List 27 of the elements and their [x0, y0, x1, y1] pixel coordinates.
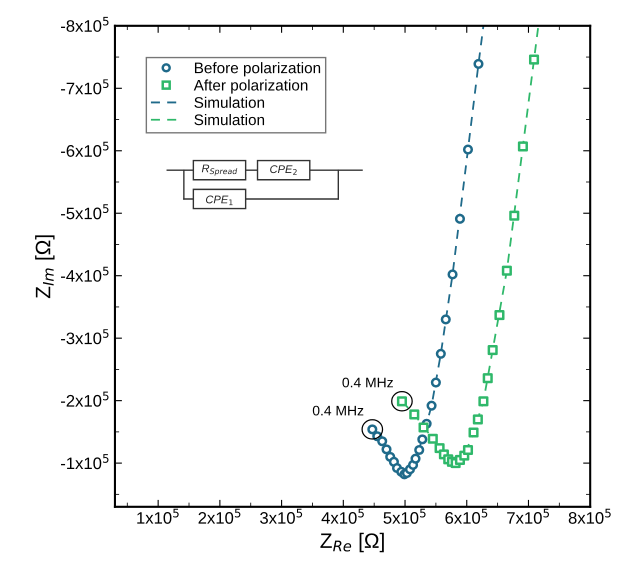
- x-axis-title: Z$_{Re}$ [Ω]: [320, 532, 384, 552]
- legend-label: Simulation: [194, 114, 264, 126]
- y-tick-label: -5x10$^{5}$: [60, 204, 109, 220]
- y-tick-label: -7x10$^{5}$: [60, 79, 109, 94]
- annotation: CPE$_{2}$: [270, 165, 297, 175]
- x-tick-label: 6x10$^{5}$: [445, 508, 488, 524]
- x-tick-label: 7x10$^{5}$: [507, 508, 550, 524]
- x-tick-label: 4x10$^{5}$: [322, 508, 364, 524]
- annotation: R$_{Spread}$: [202, 164, 238, 176]
- annotation: CPE$_{1}$: [206, 196, 233, 206]
- legend-label: Before polarization: [194, 62, 320, 76]
- y-tick-label: -2x10$^{5}$: [60, 392, 109, 407]
- y-tick-label: -8x10$^{5}$: [60, 16, 109, 32]
- y-tick-label: -1x10$^{5}$: [60, 454, 109, 470]
- y-tick-label: -4x10$^{5}$: [60, 266, 109, 282]
- x-tick-label: 1x10$^{5}$: [137, 508, 179, 524]
- x-tick-label: 8x10$^{5}$: [568, 508, 611, 524]
- x-tick-label: 3x10$^{5}$: [260, 508, 302, 524]
- legend-label: Simulation: [194, 96, 264, 108]
- legend-label: After polarization: [194, 79, 308, 94]
- y-tick-label: -6x10$^{5}$: [60, 142, 109, 157]
- y-tick-label: -3x10$^{5}$: [60, 329, 109, 344]
- annotation: 0.4 MHz: [342, 378, 393, 388]
- y-axis-title: Z$_{Im}$ [Ω]: [35, 235, 55, 298]
- annotation: 0.4 MHz: [312, 406, 364, 416]
- x-tick-label: 5x10$^{5}$: [384, 508, 426, 524]
- x-tick-label: 2x10$^{5}$: [198, 508, 240, 524]
